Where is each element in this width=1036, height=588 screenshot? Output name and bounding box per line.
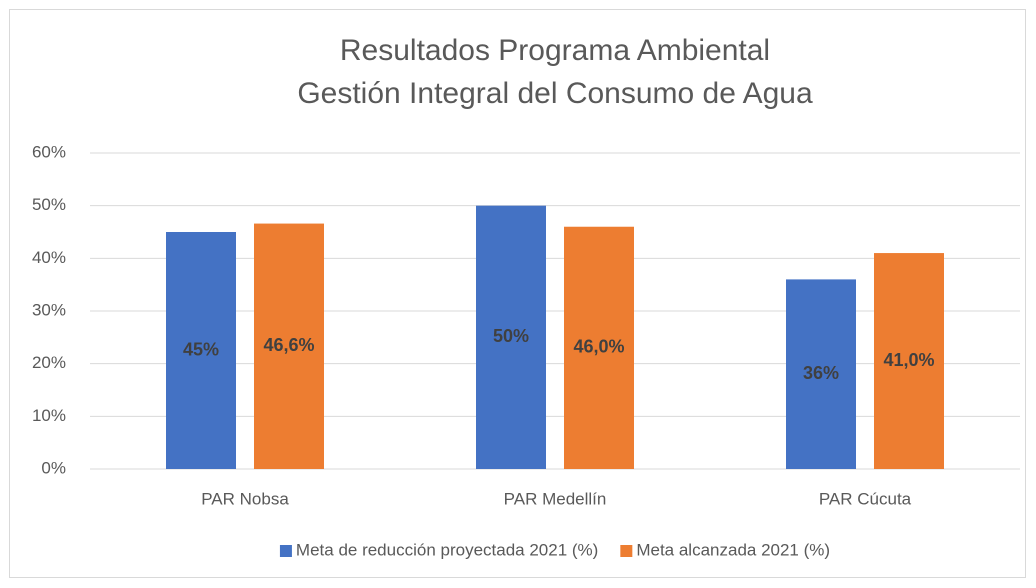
y-tick-label: 60% [32,142,66,161]
chart-title: Resultados Programa Ambiental [340,34,770,67]
x-tick-label: PAR Nobsa [201,489,289,508]
data-label: 46,6% [263,335,314,355]
data-label: 45% [183,339,219,359]
x-tick-label: PAR Medellín [504,489,607,508]
y-tick-label: 30% [32,300,66,319]
y-tick-label: 0% [41,458,66,477]
chart-title: Gestión Integral del Consumo de Agua [297,77,813,110]
bar [254,223,324,469]
bar [874,253,944,469]
y-tick-label: 20% [32,353,66,372]
data-label: 41,0% [883,350,934,370]
y-tick-label: 40% [32,248,66,267]
legend-swatch [620,545,633,557]
bar [564,226,634,469]
y-tick-label: 10% [32,406,66,425]
y-tick-label: 50% [32,195,66,214]
data-label: 50% [493,326,529,346]
legend-label: Meta alcanzada 2021 (%) [636,540,830,559]
bar [786,279,856,469]
legend-swatch [279,545,292,557]
legend-label: Meta de reducción proyectada 2021 (%) [296,540,598,559]
bar [476,205,546,469]
data-label: 36% [803,363,839,383]
bar [166,232,236,469]
data-label: 46,0% [573,337,624,357]
x-tick-label: PAR Cúcuta [819,489,912,508]
